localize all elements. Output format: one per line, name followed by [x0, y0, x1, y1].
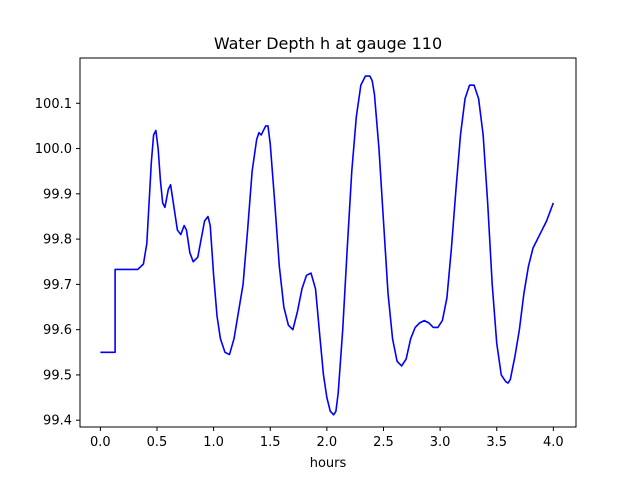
- x-axis: 0.0 0.5 1.0 1.5 2.0 2.5 3.0 3.5 4.0: [90, 427, 564, 450]
- x-tick-label: 0.0: [90, 435, 111, 450]
- x-tick-label: 0.5: [147, 435, 168, 450]
- y-tick-label: 100.1: [35, 97, 72, 112]
- x-tick-label: 3.5: [486, 435, 507, 450]
- plot-frame: [79, 57, 577, 428]
- series-layer: [100, 75, 555, 416]
- x-tick-label: 2.5: [373, 435, 394, 450]
- y-tick-label: 99.6: [43, 323, 72, 338]
- x-tick-label: 3.0: [430, 435, 451, 450]
- plot-area: [80, 58, 576, 427]
- x-tick-label: 4.0: [543, 435, 564, 450]
- x-tick-label: 2.0: [317, 435, 338, 450]
- y-tick-label: 99.4: [43, 414, 72, 429]
- series-line: [100, 75, 555, 416]
- y-tick-label: 100.0: [35, 142, 72, 157]
- x-tick-label: 1.5: [260, 435, 281, 450]
- y-tick-label: 99.5: [43, 368, 72, 383]
- x-axis-label: hours: [310, 456, 347, 471]
- y-axis: 99.4 99.5 99.6 99.7 99.8 99.9 100.0 100.1: [35, 97, 80, 429]
- x-tick-label: 1.0: [203, 435, 224, 450]
- y-tick-label: 99.9: [43, 187, 72, 202]
- y-tick-label: 99.7: [43, 278, 72, 293]
- y-tick-label: 99.8: [43, 233, 72, 248]
- chart-title: Water Depth h at gauge 110: [214, 34, 442, 53]
